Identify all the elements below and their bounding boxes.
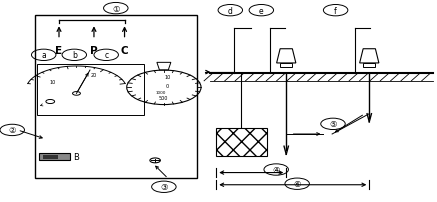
Text: 0: 0 — [166, 84, 169, 89]
Text: ⑥: ⑥ — [293, 179, 301, 188]
Text: ②: ② — [8, 126, 16, 135]
Text: ③: ③ — [160, 182, 168, 191]
Text: C: C — [121, 45, 128, 56]
Text: 20: 20 — [91, 73, 97, 78]
Text: P: P — [90, 45, 98, 56]
Text: ①: ① — [112, 5, 120, 14]
Text: E: E — [55, 45, 62, 56]
Bar — [216, 128, 267, 157]
Bar — [39, 154, 70, 161]
Text: ④: ④ — [272, 165, 280, 174]
Text: c: c — [104, 51, 108, 60]
Bar — [280, 64, 292, 68]
Text: ⑤: ⑤ — [329, 120, 337, 129]
Text: 500: 500 — [158, 96, 168, 101]
Text: 10: 10 — [49, 79, 55, 84]
Text: e: e — [259, 7, 264, 16]
Bar — [35, 16, 197, 178]
Bar — [43, 155, 58, 159]
Text: b: b — [72, 51, 77, 60]
Bar — [37, 65, 144, 115]
Text: d: d — [228, 7, 233, 16]
Text: f: f — [334, 7, 337, 16]
Text: 1000: 1000 — [156, 91, 166, 95]
Bar — [363, 64, 375, 68]
Text: 10: 10 — [164, 75, 170, 80]
Text: a: a — [42, 51, 46, 60]
Text: B: B — [73, 153, 79, 162]
